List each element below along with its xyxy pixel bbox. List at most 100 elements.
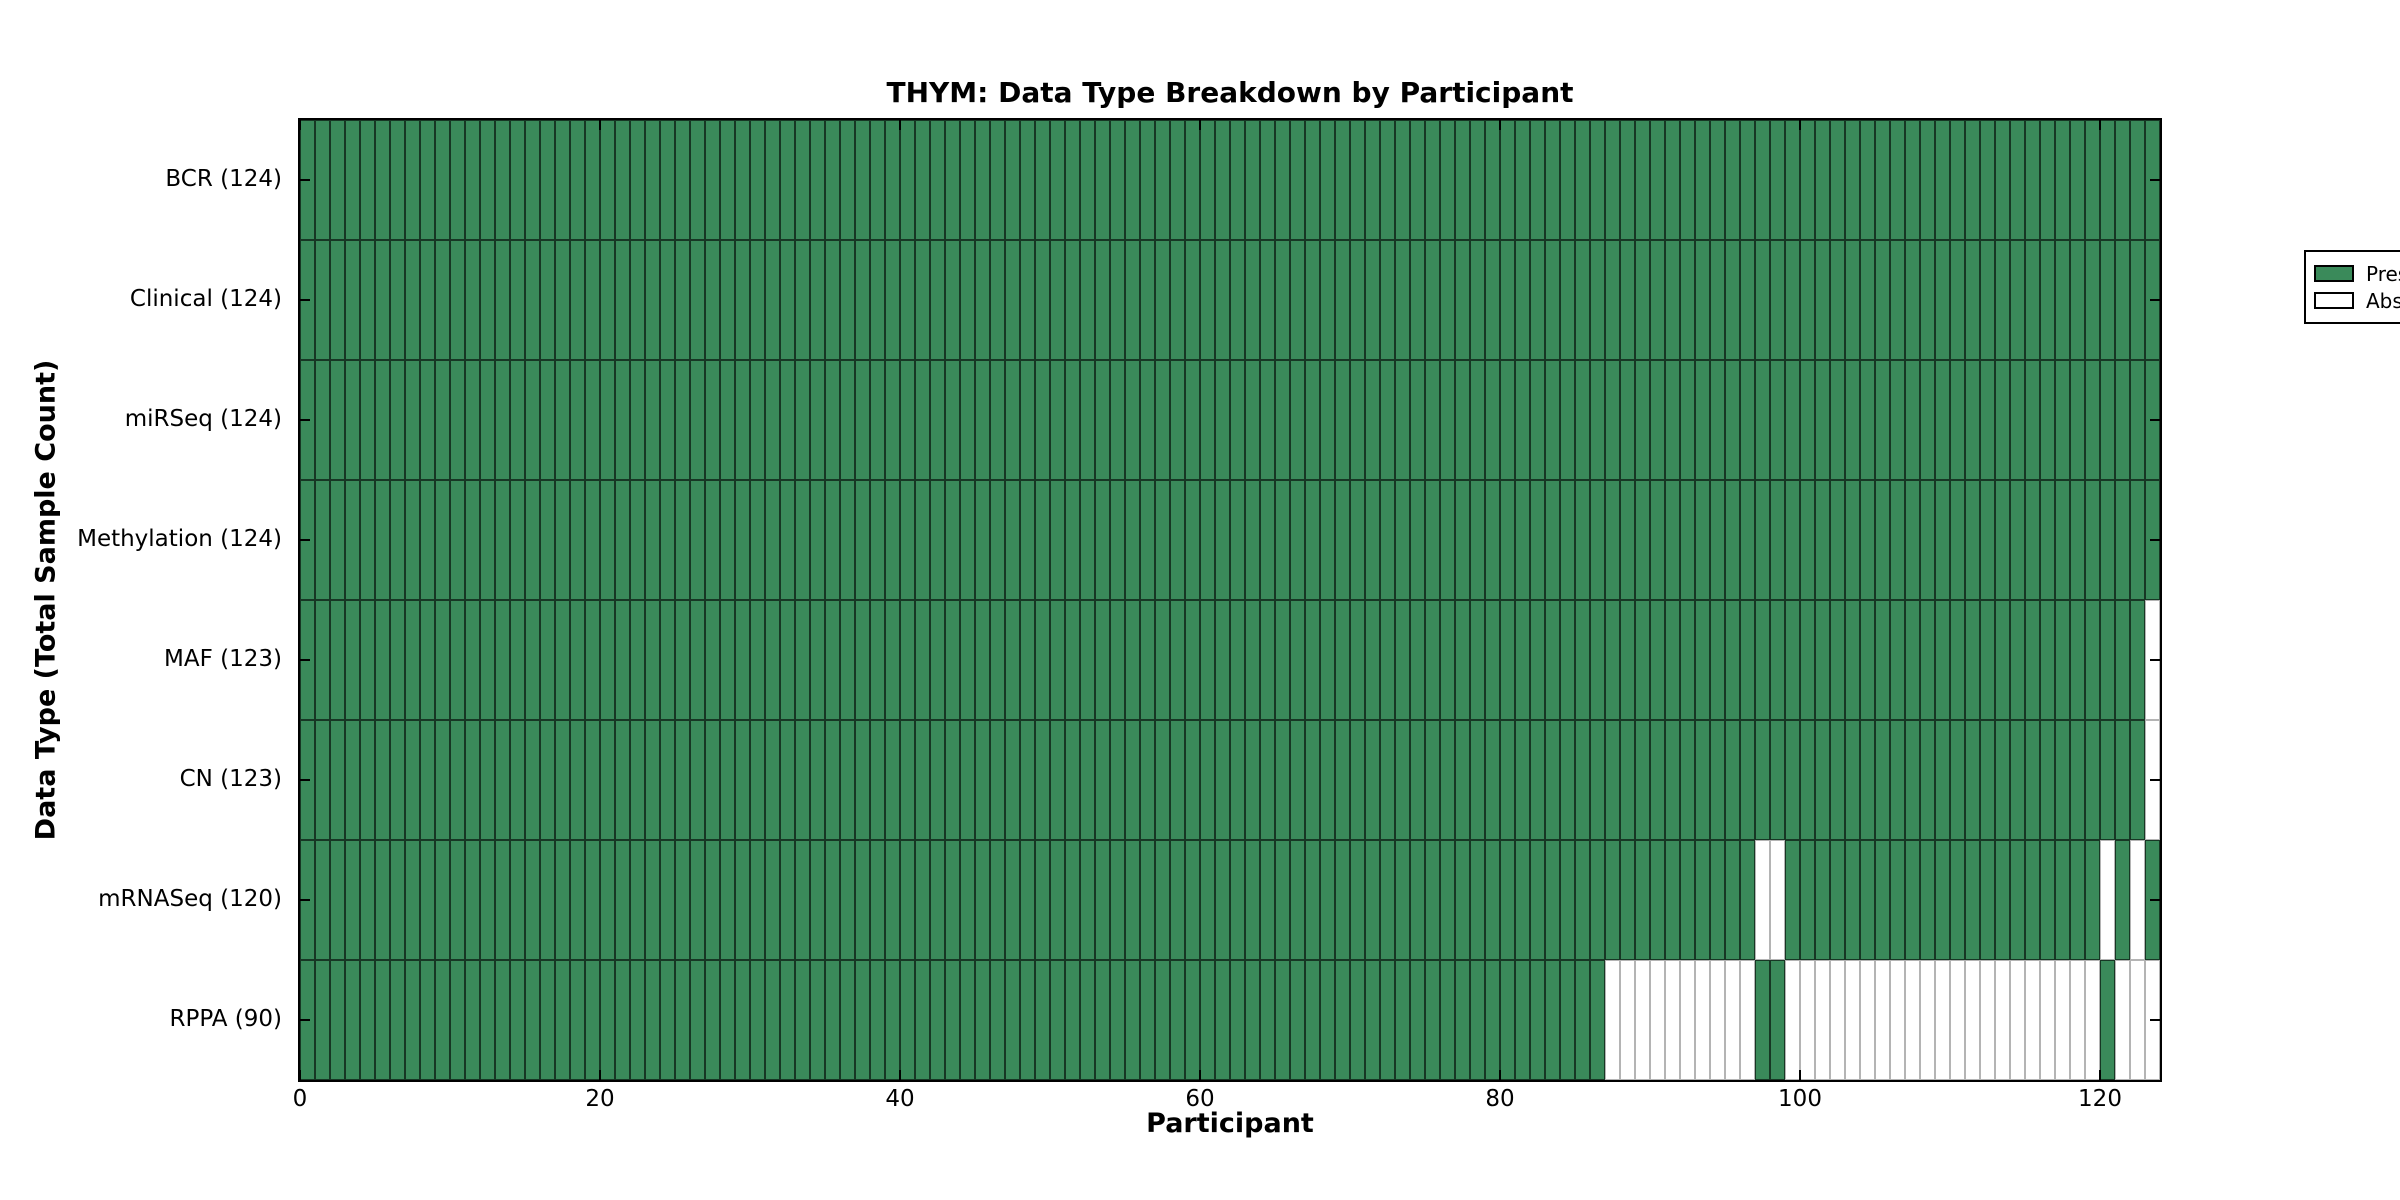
matrix-cell bbox=[1800, 600, 1815, 720]
matrix-cell bbox=[1605, 240, 1620, 360]
x-tick-label: 0 bbox=[292, 1086, 308, 1112]
matrix-cell bbox=[945, 240, 960, 360]
matrix-cell bbox=[1680, 960, 1695, 1080]
matrix-cell bbox=[885, 600, 900, 720]
matrix-cell bbox=[450, 120, 465, 240]
matrix-cell bbox=[870, 720, 885, 840]
matrix-cell bbox=[1605, 840, 1620, 960]
matrix-cell bbox=[990, 360, 1005, 480]
matrix-cell bbox=[825, 120, 840, 240]
x-tick-label: 60 bbox=[1185, 1086, 1215, 1112]
matrix-cell bbox=[1065, 480, 1080, 600]
matrix-cell bbox=[1125, 480, 1140, 600]
matrix-cell bbox=[390, 120, 405, 240]
matrix-cell bbox=[1830, 600, 1845, 720]
matrix-cell bbox=[1935, 600, 1950, 720]
matrix-cell bbox=[750, 480, 765, 600]
matrix-cell bbox=[1185, 480, 1200, 600]
matrix-cell bbox=[1260, 480, 1275, 600]
matrix-cell bbox=[1995, 480, 2010, 600]
matrix-cell bbox=[1890, 480, 1905, 600]
matrix-cell bbox=[1365, 240, 1380, 360]
matrix-cell bbox=[1665, 600, 1680, 720]
matrix-cell bbox=[1470, 960, 1485, 1080]
matrix-cell bbox=[525, 720, 540, 840]
matrix-cell bbox=[1200, 600, 1215, 720]
x-tick-label: 80 bbox=[1485, 1086, 1515, 1112]
matrix-cell bbox=[1005, 720, 1020, 840]
matrix-cell bbox=[1215, 600, 1230, 720]
matrix-cell bbox=[1395, 120, 1410, 240]
matrix-cell bbox=[390, 480, 405, 600]
matrix-cell bbox=[2025, 240, 2040, 360]
matrix-cell bbox=[1815, 720, 1830, 840]
matrix-cell bbox=[1935, 360, 1950, 480]
matrix-cell bbox=[2085, 360, 2100, 480]
matrix-cell bbox=[960, 480, 975, 600]
matrix-cell bbox=[1755, 840, 1770, 960]
y-tick-label: Clinical (124) bbox=[129, 286, 282, 312]
matrix-cell bbox=[1560, 840, 1575, 960]
matrix-cell bbox=[840, 960, 855, 1080]
matrix-cell bbox=[975, 480, 990, 600]
matrix-cell bbox=[630, 240, 645, 360]
matrix-cell bbox=[810, 240, 825, 360]
matrix-cell bbox=[1845, 840, 1860, 960]
matrix-cell bbox=[885, 720, 900, 840]
matrix-cell bbox=[765, 120, 780, 240]
matrix-cell bbox=[1380, 720, 1395, 840]
matrix-cell bbox=[1725, 840, 1740, 960]
tick-mark bbox=[300, 779, 310, 781]
matrix-cell bbox=[1335, 360, 1350, 480]
matrix-cell bbox=[450, 240, 465, 360]
matrix-cell bbox=[375, 480, 390, 600]
matrix-cell bbox=[990, 600, 1005, 720]
matrix-cell bbox=[825, 240, 840, 360]
matrix-cell bbox=[975, 720, 990, 840]
matrix-cell bbox=[1050, 960, 1065, 1080]
matrix-cell bbox=[990, 120, 1005, 240]
matrix-cell bbox=[945, 480, 960, 600]
matrix-cell bbox=[1470, 480, 1485, 600]
matrix-cell bbox=[1335, 840, 1350, 960]
matrix-cell bbox=[570, 480, 585, 600]
matrix-cell bbox=[1890, 960, 1905, 1080]
matrix-cell bbox=[2010, 480, 2025, 600]
matrix-cell bbox=[1590, 840, 1605, 960]
matrix-cell bbox=[1485, 960, 1500, 1080]
matrix-cell bbox=[1995, 120, 2010, 240]
matrix-cell bbox=[1695, 120, 1710, 240]
matrix-cell bbox=[810, 480, 825, 600]
matrix-cell bbox=[930, 360, 945, 480]
matrix-cell bbox=[450, 720, 465, 840]
matrix-cell bbox=[1035, 240, 1050, 360]
matrix-cell bbox=[330, 960, 345, 1080]
matrix-cell bbox=[2100, 960, 2115, 1080]
matrix-cell bbox=[1020, 960, 1035, 1080]
matrix-cell bbox=[2085, 480, 2100, 600]
matrix-cell bbox=[600, 720, 615, 840]
matrix-cell bbox=[1620, 840, 1635, 960]
matrix-cell bbox=[1200, 480, 1215, 600]
matrix-cell bbox=[1485, 720, 1500, 840]
matrix-cell bbox=[1605, 480, 1620, 600]
matrix-cell bbox=[1815, 480, 1830, 600]
matrix-cell bbox=[510, 360, 525, 480]
matrix-cell bbox=[645, 240, 660, 360]
matrix-cell bbox=[1710, 240, 1725, 360]
tick-mark bbox=[1799, 120, 1801, 130]
matrix-cell bbox=[1605, 120, 1620, 240]
matrix-cell bbox=[1710, 480, 1725, 600]
matrix-cell bbox=[1905, 720, 1920, 840]
matrix-cell bbox=[510, 240, 525, 360]
matrix-cell bbox=[1425, 120, 1440, 240]
y-tick-label: mRNASeq (120) bbox=[98, 886, 282, 912]
matrix-cell bbox=[1770, 240, 1785, 360]
matrix-cell bbox=[855, 960, 870, 1080]
matrix-cell bbox=[915, 720, 930, 840]
matrix-cell bbox=[975, 240, 990, 360]
matrix-cell bbox=[795, 720, 810, 840]
matrix-cell bbox=[1635, 720, 1650, 840]
matrix-cell bbox=[1905, 960, 1920, 1080]
matrix-cell bbox=[2040, 240, 2055, 360]
